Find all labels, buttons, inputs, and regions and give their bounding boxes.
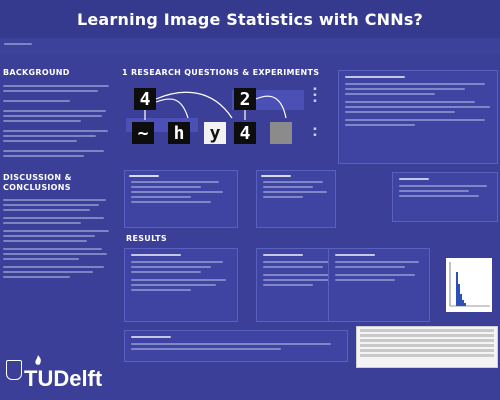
results-summary-box — [124, 330, 348, 362]
results-table-figure — [356, 326, 498, 368]
histogram-plot — [449, 262, 490, 307]
questions-box — [338, 70, 498, 164]
transformed-digit-a: ~ — [132, 122, 154, 144]
diagram-side-label-2: ▪▪ — [312, 126, 318, 138]
title-bar: Learning Image Statistics with CNNs? — [0, 0, 500, 38]
right-column — [328, 68, 498, 398]
input-digit-2: 2 — [234, 88, 256, 110]
middle-column: 1 RESEARCH QUESTIONS & EXPERIMENTS 4 2 ~… — [122, 68, 348, 398]
histogram-figure — [446, 258, 492, 312]
method-box-right — [256, 170, 336, 228]
flame-icon — [35, 355, 41, 365]
input-digit-4: 4 — [134, 88, 156, 110]
background-text — [3, 85, 115, 157]
results-box-right — [328, 248, 430, 322]
university-seal-icon — [6, 360, 22, 380]
left-column: BACKGROUND DISCUSSION & CONCLUSIONS — [3, 68, 115, 398]
diagram-side-label-1: ▪▪▪ — [312, 86, 318, 104]
section-research-heading: 1 RESEARCH QUESTIONS & EXPERIMENTS — [122, 68, 320, 77]
transformed-digit-c: y — [204, 122, 226, 144]
experiment-arrows — [144, 91, 287, 120]
section-discussion-heading: DISCUSSION & CONCLUSIONS — [3, 173, 72, 192]
notes-box — [392, 172, 498, 222]
section-background-heading: BACKGROUND — [3, 68, 70, 77]
section-results-heading: RESULTS — [126, 234, 167, 243]
tudelft-logo: TUDelft — [24, 366, 102, 392]
author-strip — [0, 38, 500, 54]
tudelft-logo-text: TUDelft — [24, 366, 103, 391]
experiment-diagram: 4 2 ~ h y 4 · — [122, 82, 327, 152]
transformed-digit-e: · — [270, 122, 292, 144]
results-box-left — [124, 248, 238, 322]
discussion-text — [3, 199, 115, 278]
transformed-digit-b: h — [168, 122, 190, 144]
method-box-left — [124, 170, 238, 228]
transformed-digit-d: 4 — [234, 122, 256, 144]
poster-title: Learning Image Statistics with CNNs? — [76, 9, 424, 29]
